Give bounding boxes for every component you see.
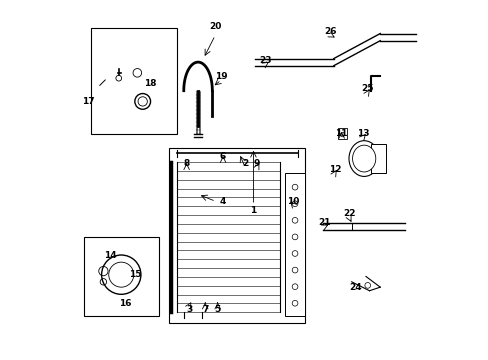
- Text: 16: 16: [118, 299, 131, 308]
- Text: 19: 19: [215, 72, 227, 81]
- Text: 20: 20: [208, 22, 221, 31]
- Text: 24: 24: [348, 283, 361, 292]
- Text: 10: 10: [286, 197, 299, 206]
- Text: 8: 8: [183, 159, 189, 168]
- Text: 23: 23: [259, 56, 272, 65]
- Bar: [285, 173, 304, 316]
- Text: 6: 6: [220, 152, 226, 161]
- Text: 12: 12: [328, 165, 341, 174]
- Text: 18: 18: [143, 79, 156, 88]
- Text: 1: 1: [250, 206, 256, 215]
- Bar: [83, 237, 159, 316]
- Ellipse shape: [352, 145, 375, 172]
- Bar: [337, 128, 346, 139]
- Text: 26: 26: [324, 27, 337, 36]
- Text: 21: 21: [318, 219, 330, 228]
- Text: 17: 17: [81, 97, 94, 106]
- Ellipse shape: [348, 141, 379, 176]
- Bar: [91, 28, 176, 134]
- Text: 11: 11: [335, 129, 347, 138]
- Text: 22: 22: [342, 210, 355, 219]
- Text: 14: 14: [104, 251, 117, 260]
- Text: 25: 25: [361, 84, 373, 93]
- Text: 4: 4: [220, 197, 226, 206]
- Text: 15: 15: [129, 270, 142, 279]
- Text: 7: 7: [202, 305, 208, 314]
- Text: 2: 2: [242, 159, 248, 168]
- Text: 13: 13: [356, 129, 368, 138]
- Bar: [169, 148, 305, 323]
- Bar: [370, 144, 385, 173]
- Text: 3: 3: [185, 305, 192, 314]
- Text: 9: 9: [253, 159, 260, 168]
- Text: 5: 5: [214, 305, 221, 314]
